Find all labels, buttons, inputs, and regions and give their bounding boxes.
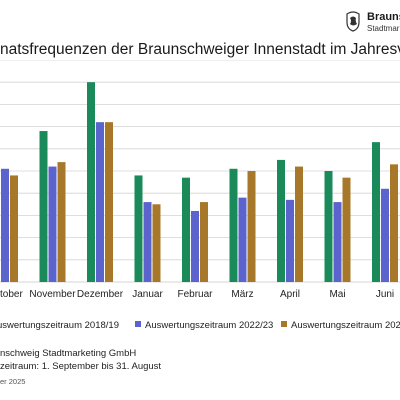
bar-april-series-2 [286,199,294,282]
bar-april-series-1 [277,159,285,282]
brand-logo: Brauns Stadtmark [343,8,400,38]
bar-januar-series-1 [134,175,143,282]
legend-label-2022: Auswertungszeitraum 2022/23 [145,320,274,331]
x-tick-label: Juni [376,289,394,300]
bar-oktober-series-2 [1,168,9,282]
period-note: zeitraum: 1. September bis 31. August [0,361,162,372]
legend-item-2022: Auswertungszeitraum 2022/23 [135,320,273,331]
x-tick-label: Februar [177,289,213,300]
x-tick-label: Oktober [0,289,23,300]
logo-subtitle: Stadtmark [367,24,400,33]
bar-dezember-series-3 [105,122,113,282]
chart-legend: uswertungszeitraum 2018/19 Auswertungsze… [0,320,400,334]
x-tick-label: Dezember [77,289,124,300]
x-tick-label: Januar [132,289,163,300]
bar-dezember-series-2 [96,122,104,282]
bar-april-series-3 [295,166,303,282]
bar-juni-series-3 [390,164,398,282]
bar-märz-series-3 [247,171,256,282]
x-tick-label: November [29,289,76,300]
legend-label-2018: uswertungszeitraum 2018/19 [0,320,119,331]
bar-mai-series-3 [342,177,351,282]
legend-swatch-2024 [281,321,287,328]
bar-januar-series-2 [143,202,152,282]
legend-item-2018: uswertungszeitraum 2018/19 [0,320,119,331]
bar-november-series-2 [48,166,57,282]
bar-januar-series-3 [152,204,161,282]
legend-label-2024: Auswertungszeitraum 202 [291,320,400,331]
date-note: er 2025 [0,377,26,386]
x-tick-label: April [280,289,300,300]
bar-november-series-1 [39,131,48,282]
x-tick-label: März [231,289,253,300]
bar-juni-series-1 [372,142,380,282]
lion-crest-icon [346,11,360,32]
bar-dezember-series-1 [87,82,95,282]
legend-item-2024: Auswertungszeitraum 202 [281,320,400,331]
chart-title: natsfrequenzen der Braunschweiger Innens… [0,41,400,58]
bar-februar-series-2 [191,210,199,282]
source-note: nschweig Stadtmarketing GmbH [0,348,137,359]
logo-name: Brauns [367,11,400,23]
bar-mai-series-2 [333,202,342,282]
bar-mai-series-1 [324,171,333,282]
bar-juni-series-2 [381,188,389,282]
bar-november-series-3 [57,162,66,282]
legend-swatch-2022 [135,321,141,328]
x-tick-label: Mai [329,289,345,300]
bar-märz-series-2 [238,197,247,282]
bar-märz-series-1 [229,168,238,282]
bar-februar-series-3 [200,202,208,282]
bar-februar-series-1 [182,177,190,282]
bar-oktober-series-3 [10,175,18,282]
